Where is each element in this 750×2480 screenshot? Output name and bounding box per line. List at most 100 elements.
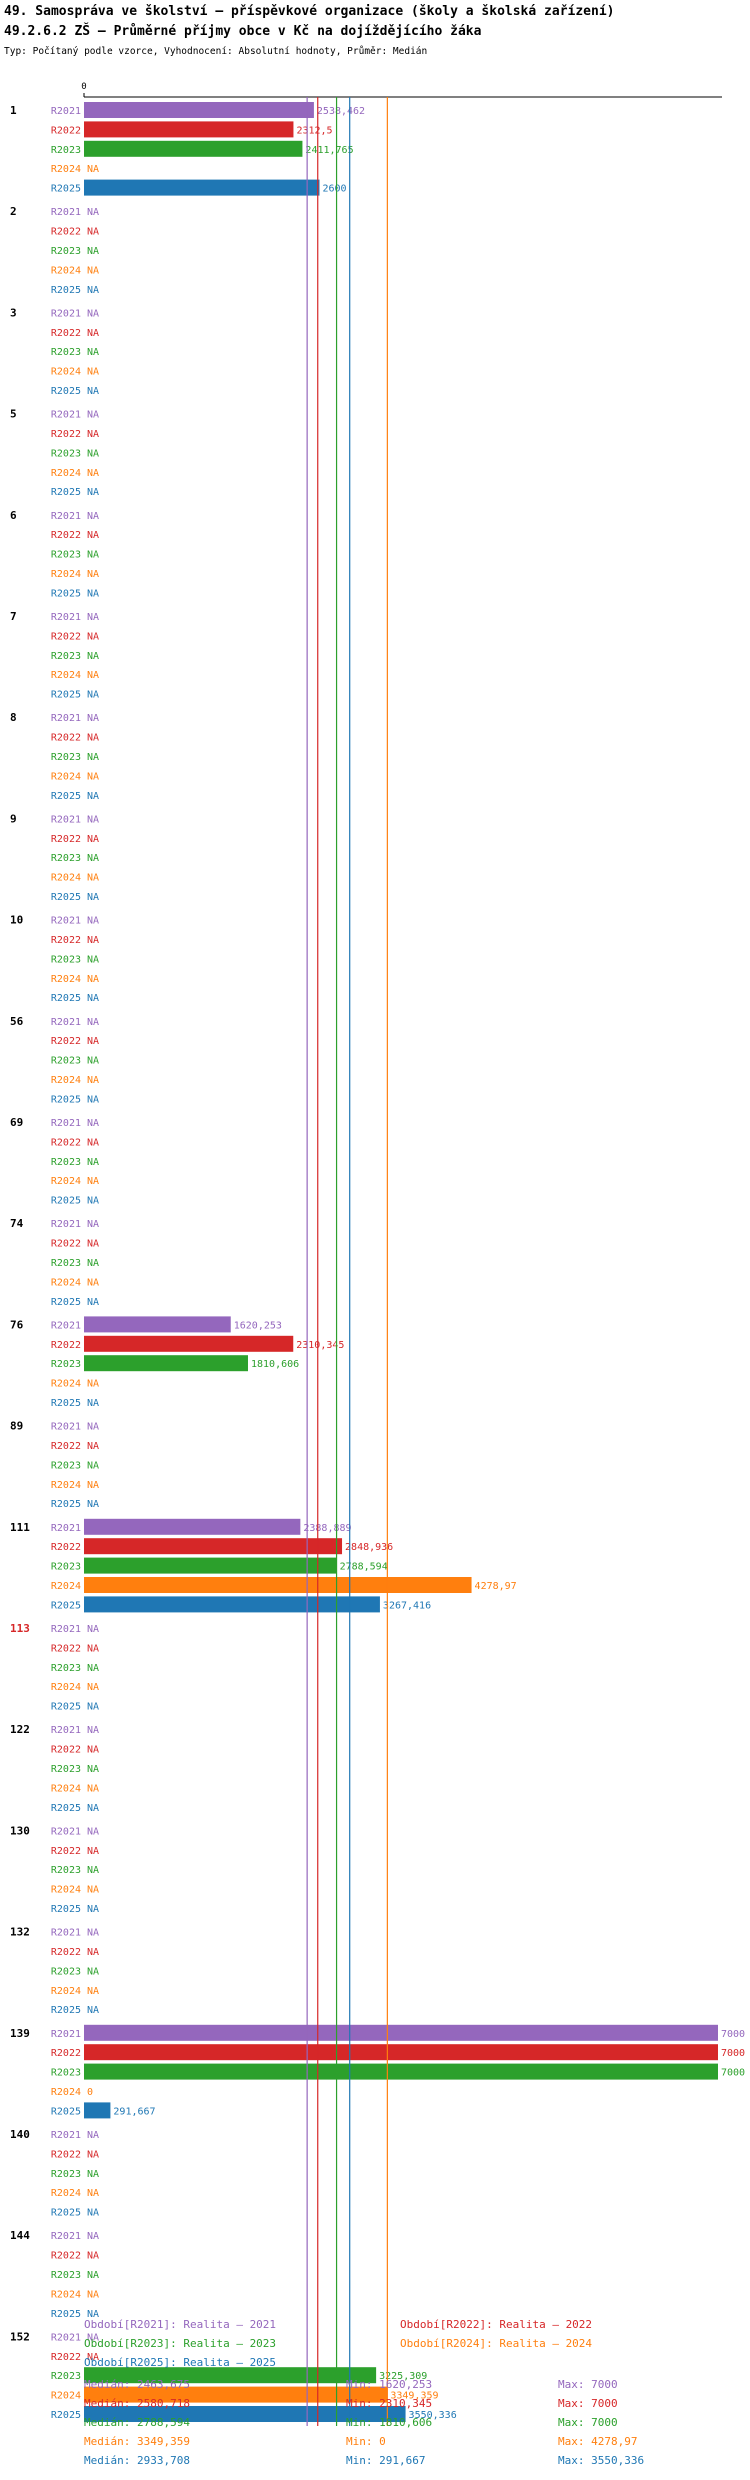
na-label: NA [87,2352,99,2363]
data-label-139-R2023: 7000 [721,2068,745,2079]
data-label-1-R2023: 2411,765 [305,145,353,156]
na-label: NA [87,1379,99,1390]
na-label: NA [87,916,99,927]
series-label-R2023: R2023 [51,2169,81,2180]
series-label-R2021: R2021 [51,2130,81,2141]
series-label-R2023: R2023 [51,448,81,459]
series-label-R2024: R2024 [51,1986,81,1997]
na-label: NA [87,935,99,946]
bar-152-R2024 [84,2386,388,2403]
bar-76-R2022 [84,1335,294,1352]
series-label-R2025: R2025 [51,1803,81,1814]
na-label: NA [87,2332,99,2343]
series-label-R2023: R2023 [51,1056,81,1067]
data-label-152-R2023: 3225,309 [379,2371,427,2382]
na-label: NA [87,328,99,339]
series-label-R2024: R2024 [51,1176,81,1187]
series-label-R2023: R2023 [51,1966,81,1977]
series-label-R2023: R2023 [51,2068,81,2079]
series-label-R2024: R2024 [51,468,81,479]
series-label-R2025: R2025 [51,1904,81,1915]
na-label: NA [87,448,99,459]
series-label-R2022: R2022 [51,2251,81,2262]
na-label: NA [87,1803,99,1814]
group-label-122: 122 [10,1723,30,1736]
bar-152-R2025 [84,2406,406,2422]
stat-median-R2023: Medián: 2788,594 [84,2416,190,2429]
chart-title: 49. Samospráva ve školství – příspěvkové… [4,4,615,19]
na-label: NA [87,1219,99,1230]
series-label-R2024: R2024 [51,1379,81,1390]
na-label: NA [87,1663,99,1674]
na-label: NA [87,713,99,724]
na-label: NA [87,1480,99,1491]
series-label-R2022: R2022 [51,733,81,744]
series-label-R2024: R2024 [51,2289,81,2300]
series-label-R2021: R2021 [51,916,81,927]
series-label-R2021: R2021 [51,1118,81,1129]
chart-subtitle-indicator: 49.2.6.2 ZŠ – Průměrné příjmy obce v Kč … [4,24,482,39]
series-label-R2023: R2023 [51,550,81,561]
na-label: NA [87,2188,99,2199]
series-label-R2022: R2022 [51,2149,81,2160]
data-label-139-R2021: 7000 [721,2029,745,2040]
legend-item-R2021: Období[R2021]: Realita – 2021 [84,2318,277,2331]
series-label-R2024: R2024 [51,1581,81,1592]
series-label-R2025: R2025 [51,2208,81,2219]
series-label-R2022: R2022 [51,1441,81,1452]
bar-139-R2025 [84,2102,111,2119]
chart-description: Typ: Počítaný podle vzorce, Vyhodnocení:… [4,46,428,57]
series-label-R2024: R2024 [51,1885,81,1896]
data-label-1-R2021: 2538,462 [317,106,365,117]
na-label: NA [87,550,99,561]
bar-76-R2021 [84,1316,231,1333]
x-axis-zero-label: 0 [81,82,86,92]
stat-min-R2024: Min: 0 [346,2435,386,2448]
group-label-113: 113 [10,1622,30,1635]
na-label: NA [87,1137,99,1148]
group-label-2: 2 [10,205,17,218]
na-label: NA [87,569,99,580]
stat-min-R2025: Min: 291,667 [346,2454,426,2467]
data-label-111-R2024: 4278,97 [475,1581,517,1592]
na-label: NA [87,2005,99,2016]
na-label: NA [87,651,99,662]
bar-76-R2023 [84,1355,248,1372]
na-label: NA [87,873,99,884]
series-label-R2025: R2025 [51,1600,81,1611]
series-label-R2021: R2021 [51,1928,81,1939]
group-label-144: 144 [10,2229,30,2242]
series-label-R2021: R2021 [51,1219,81,1230]
series-label-R2021: R2021 [51,612,81,623]
series-label-R2021: R2021 [51,1725,81,1736]
series-label-R2021: R2021 [51,2332,81,2343]
series-label-R2024: R2024 [51,771,81,782]
series-label-R2021: R2021 [51,1624,81,1635]
series-label-R2025: R2025 [51,993,81,1004]
data-label-152-R2024: 3349,359 [390,2391,438,2402]
series-label-R2021: R2021 [51,410,81,421]
series-label-R2022: R2022 [51,1947,81,1958]
na-label: NA [87,834,99,845]
na-label: NA [87,1745,99,1756]
series-label-R2022: R2022 [51,1340,81,1351]
group-label-10: 10 [10,914,23,927]
series-label-R2021: R2021 [51,713,81,724]
na-label: NA [87,1846,99,1857]
na-label: NA [87,308,99,319]
series-label-R2025: R2025 [51,892,81,903]
na-label: NA [87,487,99,498]
na-label: NA [87,1986,99,1997]
na-label: NA [87,1118,99,1129]
series-label-R2021: R2021 [51,207,81,218]
series-label-R2025: R2025 [51,791,81,802]
group-label-5: 5 [10,408,17,421]
na-label: NA [87,429,99,440]
series-label-R2025: R2025 [51,1702,81,1713]
na-label: NA [87,1865,99,1876]
series-label-R2024: R2024 [51,265,81,276]
bar-152-R2023 [84,2367,377,2384]
series-label-R2022: R2022 [51,834,81,845]
series-label-R2021: R2021 [51,308,81,319]
data-label-139-R2022: 7000 [721,2048,745,2059]
